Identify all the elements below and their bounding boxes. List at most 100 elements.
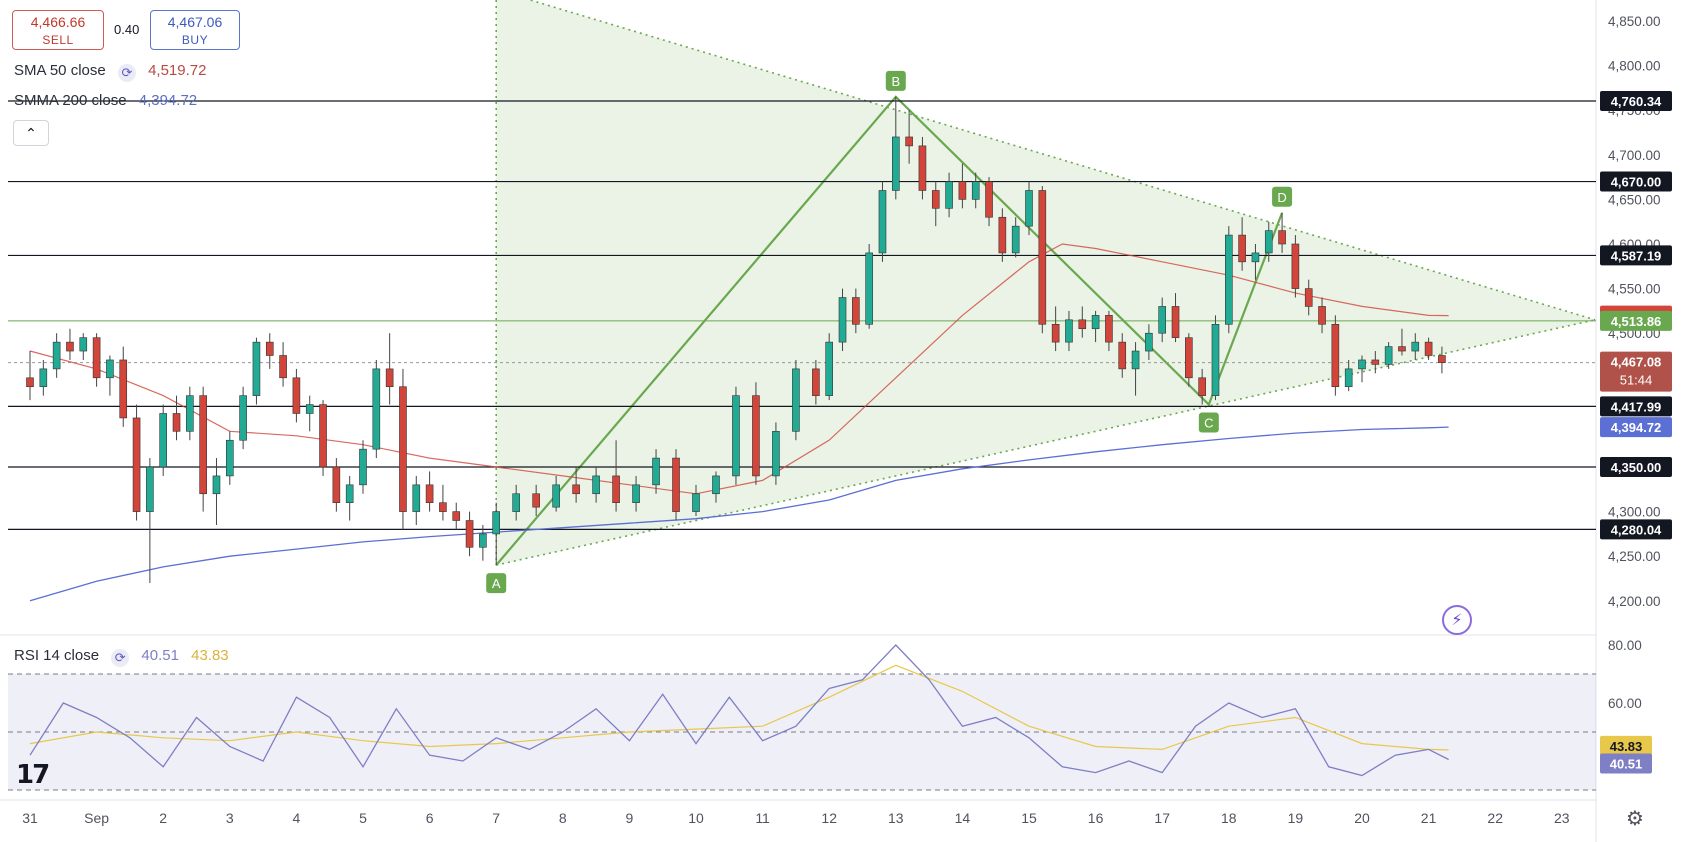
candle-up xyxy=(1211,323,1220,396)
level-tag xyxy=(1600,396,1672,417)
candle-up xyxy=(239,395,247,441)
time-axis-tick: 21 xyxy=(1421,810,1437,826)
candle-up xyxy=(652,457,660,486)
candle-up xyxy=(345,484,354,503)
smma200-line xyxy=(29,426,1449,602)
time-axis-tick: 5 xyxy=(359,810,367,826)
sell-button[interactable]: 4,466.66 SELL xyxy=(12,10,104,50)
level-tag-label: 4,417.99 xyxy=(1611,399,1662,414)
candle-down xyxy=(532,493,540,508)
level-tag xyxy=(1600,245,1672,266)
refresh-icon[interactable]: ⟳ xyxy=(111,649,130,667)
rsi-tag xyxy=(1600,753,1652,774)
candle-up xyxy=(878,190,887,254)
candle-down xyxy=(985,181,993,218)
buy-label: BUY xyxy=(181,33,209,47)
time-axis-tick: 7 xyxy=(492,810,500,826)
time-axis-tick: 18 xyxy=(1221,810,1237,826)
candle-down xyxy=(132,417,141,512)
tradingview-logo: 17 xyxy=(16,760,50,790)
candle-up xyxy=(305,404,314,414)
pattern-point-text-b: B xyxy=(891,74,900,89)
candle-up xyxy=(772,431,780,477)
candle-down xyxy=(172,413,181,432)
candle-up xyxy=(226,439,234,477)
time-axis-tick: 2 xyxy=(159,810,167,826)
sma-legend[interactable]: SMA 50 close ⟳ 4,519.72 xyxy=(14,62,206,82)
candle-down xyxy=(292,377,301,414)
price-axis-tick: 4,700.00 xyxy=(1608,148,1661,163)
pattern-point-label-b xyxy=(885,70,906,91)
rsi-tag-label: 43.83 xyxy=(1610,739,1643,754)
buy-button[interactable]: 4,467.06 BUY xyxy=(150,10,240,50)
candle-up xyxy=(1251,252,1260,263)
candle-down xyxy=(752,395,760,477)
candle-up xyxy=(838,297,847,343)
candle-up xyxy=(252,341,261,396)
candle-up xyxy=(359,448,367,486)
sma50-line xyxy=(29,243,1449,495)
candle-up xyxy=(971,181,980,200)
candle-up xyxy=(212,475,221,495)
time-axis-tick: 8 xyxy=(559,810,567,826)
refresh-icon[interactable]: ⟳ xyxy=(117,64,136,82)
candle-down xyxy=(452,511,461,521)
price-tag-label-smma: 4,394.72 xyxy=(1611,420,1662,435)
candle-up xyxy=(1384,346,1393,365)
candle-up xyxy=(1411,341,1420,352)
candle-down xyxy=(1304,288,1313,307)
time-axis-tick: 23 xyxy=(1554,810,1570,826)
candle-up xyxy=(106,359,114,379)
price-tag-pattern xyxy=(1600,310,1672,331)
candle-down xyxy=(931,190,940,209)
candle-down xyxy=(265,341,274,356)
triangle-lower-trendline xyxy=(496,319,1596,566)
time-axis-tick: 14 xyxy=(955,810,971,826)
candle-down xyxy=(66,341,74,352)
candle-up xyxy=(792,368,800,432)
candle-down xyxy=(319,404,327,468)
time-axis-tick: 20 xyxy=(1354,810,1370,826)
buy-price: 4,467.06 xyxy=(167,14,223,30)
time-axis-tick: 19 xyxy=(1288,810,1304,826)
candle-up xyxy=(825,341,834,396)
candle-up xyxy=(512,493,520,512)
candle-down xyxy=(918,145,927,191)
candle-down xyxy=(1424,341,1433,356)
rsi-legend[interactable]: RSI 14 close ⟳ 40.51 43.83 xyxy=(14,647,229,667)
candle-down xyxy=(812,368,820,396)
candle-up xyxy=(732,395,740,477)
rsi-legend-value: 40.51 xyxy=(141,647,179,664)
candle-down xyxy=(439,502,447,512)
candle-down xyxy=(612,475,620,503)
candle-up xyxy=(632,484,640,503)
collapse-legend-button[interactable]: ⌃ xyxy=(13,120,49,146)
rsi-axis-tick: 80.00 xyxy=(1608,638,1642,653)
candle-up xyxy=(1065,319,1073,343)
candle-up xyxy=(79,337,88,352)
sma-legend-name: SMA 50 close xyxy=(14,62,106,79)
time-axis-tick: 16 xyxy=(1088,810,1104,826)
candle-down xyxy=(199,395,207,495)
price-tag-label-pattern: 4,513.86 xyxy=(1611,314,1662,329)
lightning-icon[interactable]: ⚡ xyxy=(1442,605,1472,635)
level-tag-label: 4,280.04 xyxy=(1611,522,1662,537)
gear-icon[interactable]: ⚙ xyxy=(1626,808,1644,830)
candle-down xyxy=(1238,234,1246,263)
time-axis-tick: 4 xyxy=(293,810,301,826)
chevron-up-icon: ⌃ xyxy=(25,125,37,141)
smma-legend[interactable]: SMMA 200 close 4,394.72 xyxy=(14,92,197,109)
candle-up xyxy=(692,493,700,512)
abcd-zigzag-line xyxy=(495,95,1284,566)
pattern-point-text-a: A xyxy=(492,576,501,591)
price-axis-tick: 4,550.00 xyxy=(1608,282,1661,297)
candle-up xyxy=(1131,350,1140,370)
time-axis-tick: Sep xyxy=(84,810,109,826)
price-tag-label-last: 4,467.08 xyxy=(1611,355,1662,370)
time-axis-tick: 10 xyxy=(688,810,704,826)
candle-up xyxy=(372,368,381,450)
candle-down xyxy=(279,355,287,379)
rsi-ma-line xyxy=(29,664,1449,751)
